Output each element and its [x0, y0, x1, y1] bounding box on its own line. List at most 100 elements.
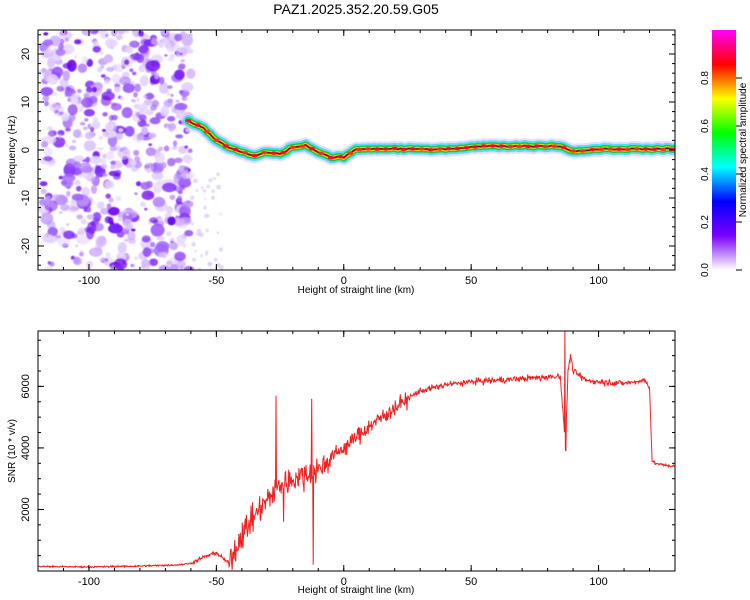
- noise-blob: [130, 99, 137, 103]
- snr-ytick-label: 4000: [20, 436, 32, 460]
- noise-blob: [118, 128, 123, 132]
- noise-blob: [156, 180, 161, 184]
- noise-blob: [67, 204, 79, 213]
- noise-blobs: [38, 30, 224, 270]
- snr-ytick-label: 6000: [20, 374, 32, 398]
- ridge-peak: [589, 147, 596, 152]
- noise-blob: [205, 228, 210, 233]
- noise-blob: [204, 198, 207, 201]
- noise-blob: [127, 231, 136, 241]
- noise-blob: [168, 127, 174, 132]
- noise-blob: [97, 235, 107, 244]
- noise-blob: [44, 100, 50, 107]
- ridge-peak: [607, 147, 614, 151]
- spectrogram-xlabel: Height of straight line (km): [298, 285, 415, 296]
- ridge-peak: [328, 155, 335, 160]
- ridge-peak: [445, 146, 452, 151]
- spectrogram-xtick-label: 50: [465, 275, 477, 287]
- noise-blob: [103, 54, 114, 64]
- noise-blob: [178, 63, 186, 70]
- noise-blob: [124, 125, 135, 137]
- ridge-peak: [400, 147, 407, 152]
- noise-blob: [132, 263, 136, 268]
- colorbar-tick-label: 0.2: [700, 215, 711, 229]
- noise-blob: [179, 205, 191, 217]
- noise-blob: [90, 184, 98, 194]
- noise-blob: [107, 206, 120, 216]
- noise-blob: [73, 155, 85, 162]
- noise-blob: [181, 95, 187, 101]
- noise-blob: [62, 70, 71, 81]
- noise-blob: [197, 267, 202, 270]
- snr-y-axis: 2000 4000 6000: [20, 339, 675, 557]
- noise-blob: [169, 263, 179, 270]
- noise-blob: [148, 143, 153, 147]
- noise-blob: [82, 126, 88, 131]
- noise-blob: [117, 147, 131, 160]
- noise-blob: [184, 229, 194, 237]
- noise-blob: [115, 196, 122, 202]
- noise-blob: [161, 37, 169, 45]
- noise-blob: [84, 118, 89, 122]
- snr-ylabel: SNR (10 * v/v): [7, 419, 18, 483]
- noise-blob: [202, 189, 207, 193]
- noise-blob: [182, 155, 191, 162]
- noise-blob: [210, 195, 216, 201]
- ridge-peak: [507, 144, 514, 149]
- ridge-peak: [242, 150, 249, 155]
- snr-frame: [37, 330, 676, 572]
- ridge-peak: [427, 148, 434, 152]
- noise-blob: [56, 85, 65, 92]
- noise-blob: [142, 247, 152, 258]
- noise-blob: [191, 242, 196, 247]
- noise-blob: [190, 222, 194, 226]
- noise-blob: [138, 30, 144, 37]
- noise-blob: [102, 153, 107, 159]
- noise-blob: [194, 249, 197, 253]
- noise-blob: [108, 223, 123, 234]
- noise-blob: [169, 241, 178, 251]
- noise-blob: [65, 86, 71, 90]
- ridge-peak: [213, 138, 220, 142]
- noise-blob: [172, 140, 178, 147]
- noise-blob: [43, 32, 49, 36]
- noise-blob: [132, 71, 137, 76]
- noise-blob: [200, 186, 204, 190]
- noise-blob: [99, 158, 107, 165]
- noise-blob: [58, 134, 62, 139]
- snr-xtick-label: 100: [589, 576, 607, 588]
- noise-blob: [106, 203, 112, 210]
- noise-blob: [90, 126, 95, 133]
- noise-blob: [81, 186, 90, 197]
- noise-blob: [92, 45, 101, 53]
- ridge-peak: [308, 146, 315, 151]
- noise-blob: [134, 52, 140, 60]
- noise-blob: [113, 258, 128, 270]
- noise-blob: [104, 78, 110, 85]
- noise-blob: [174, 69, 185, 81]
- ridge-peak: [374, 147, 381, 151]
- noise-blob: [84, 131, 94, 140]
- noise-blob: [216, 231, 220, 234]
- noise-blob: [138, 45, 149, 54]
- noise-blob: [44, 265, 53, 270]
- noise-blob: [205, 253, 208, 256]
- noise-blob: [158, 251, 169, 258]
- noise-blob: [110, 30, 118, 37]
- noise-blob: [199, 232, 204, 238]
- noise-blob: [87, 123, 92, 130]
- noise-blob: [171, 145, 178, 150]
- snr-xtick-label: 50: [465, 576, 477, 588]
- noise-blob: [154, 152, 165, 164]
- noise-blob: [160, 105, 170, 117]
- noise-blob: [39, 181, 48, 187]
- noise-blob: [177, 189, 183, 195]
- noise-blob: [67, 104, 78, 116]
- noise-blob: [57, 43, 64, 50]
- noise-blob: [145, 147, 156, 157]
- ridge-peak: [489, 144, 496, 148]
- noise-blob: [99, 256, 106, 262]
- noise-blob: [120, 96, 125, 101]
- noise-blob: [52, 194, 59, 199]
- noise-blob: [60, 112, 70, 122]
